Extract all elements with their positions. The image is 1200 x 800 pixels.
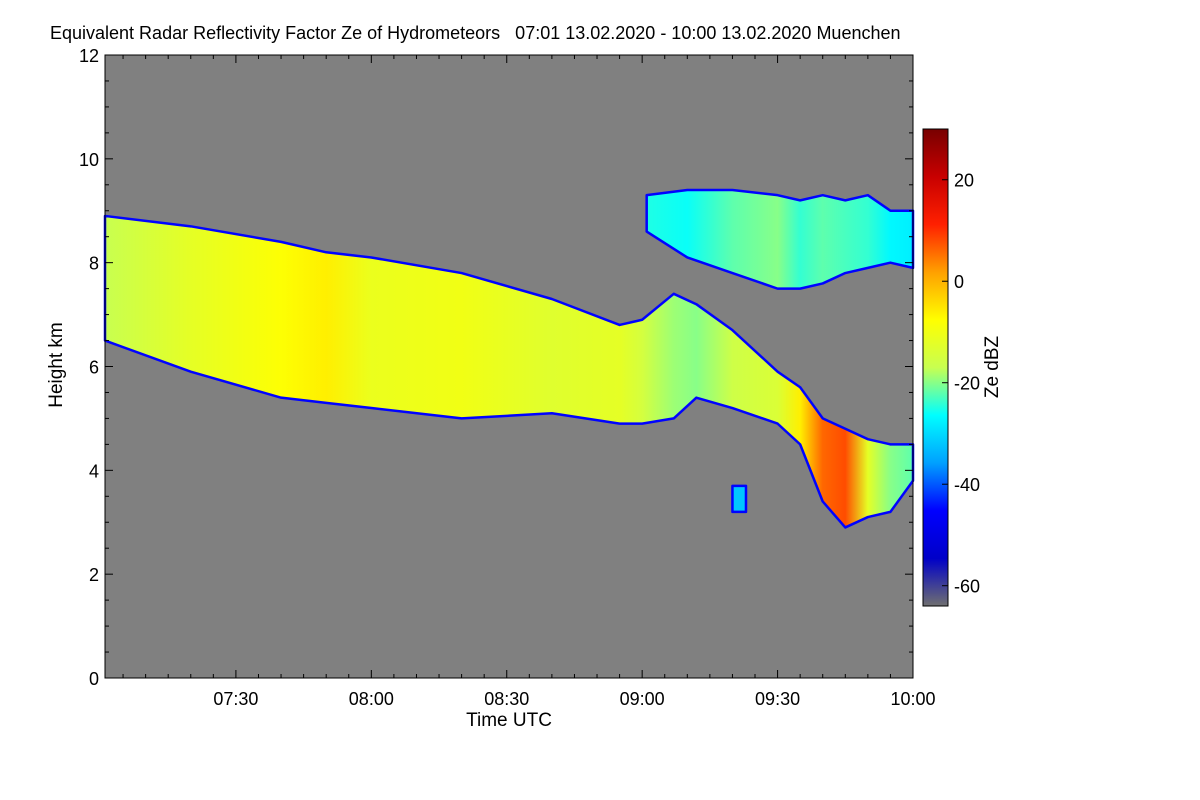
y-tick-label: 8 [89,254,99,274]
x-tick-label: 10:00 [890,689,935,709]
x-tick-label: 07:30 [213,689,258,709]
y-axis-label: Height km [46,322,67,408]
x-tick-label: 09:00 [620,689,665,709]
y-tick-label: 12 [79,46,99,66]
y-tick-label: 6 [89,358,99,378]
y-tick-label: 0 [89,669,99,689]
colorbar-tick-label: 20 [954,171,974,191]
colorbar-ticks: -60 -40 -20 0 20 [942,171,980,597]
colorbar-tick-label: -20 [954,374,980,394]
x-axis: 07:30 08:00 08:30 09:00 09:30 10:00 [122,55,936,709]
colorbar-label: Ze dBZ [982,335,1003,398]
colorbar [922,128,949,607]
colorbar-tick-label: 0 [954,272,964,292]
chart-title: Equivalent Radar Reflectivity Factor Ze … [50,23,901,43]
x-tick-label: 08:30 [484,689,529,709]
colorbar-tick-label: -60 [954,577,980,597]
x-axis-label: Time UTC [466,710,552,731]
colorbar-tick-label: -40 [954,475,980,495]
cloud-layer [731,484,748,514]
y-tick-label: 2 [89,565,99,585]
y-tick-label: 4 [89,461,99,481]
y-axis: 0 2 4 6 8 10 12 [79,46,913,689]
x-tick-label: 09:30 [755,689,800,709]
y-tick-label: 10 [79,150,99,170]
x-tick-label: 08:00 [349,689,394,709]
